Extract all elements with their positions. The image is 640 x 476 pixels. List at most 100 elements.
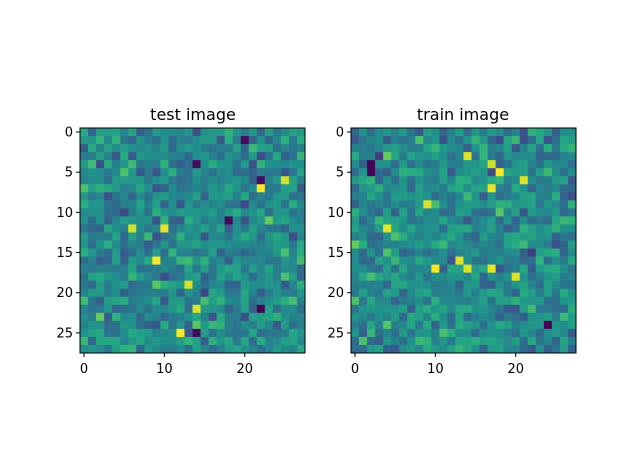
heatmap-cell bbox=[192, 152, 201, 161]
heatmap-cell bbox=[80, 144, 89, 153]
heatmap-cell bbox=[192, 312, 201, 322]
heatmap-cell bbox=[224, 264, 234, 273]
heatmap-cell bbox=[559, 248, 569, 257]
heatmap-cell bbox=[192, 288, 201, 298]
heatmap-cell bbox=[216, 320, 225, 330]
heatmap-cell bbox=[96, 280, 105, 290]
heatmap-cell bbox=[296, 272, 306, 282]
heatmap-cell bbox=[359, 208, 368, 217]
heatmap-cell bbox=[136, 304, 145, 314]
heatmap-cell bbox=[272, 304, 282, 314]
heatmap-cell bbox=[208, 232, 217, 241]
heatmap-cell bbox=[256, 144, 266, 153]
heatmap-cell bbox=[224, 128, 234, 137]
heatmap-cell bbox=[535, 200, 545, 209]
heatmap-cell bbox=[144, 344, 153, 354]
heatmap-cell bbox=[240, 272, 250, 282]
heatmap-cell bbox=[527, 296, 537, 306]
heatmap-cell bbox=[367, 224, 376, 233]
heatmap-cell bbox=[447, 232, 456, 241]
heatmap-cell bbox=[463, 216, 472, 225]
heatmap-cell bbox=[487, 200, 496, 209]
heatmap-cell bbox=[479, 328, 488, 338]
heatmap-cell bbox=[471, 216, 480, 225]
heatmap-cell bbox=[256, 192, 266, 201]
heatmap-cell bbox=[399, 192, 408, 201]
heatmap-cell bbox=[375, 248, 384, 257]
heatmap-cell bbox=[280, 312, 290, 322]
heatmap-cell bbox=[176, 176, 185, 185]
heatmap-cell bbox=[495, 136, 505, 145]
heatmap-cell bbox=[351, 136, 360, 145]
heatmap-cell bbox=[399, 216, 408, 225]
heatmap-cell bbox=[567, 192, 577, 201]
heatmap-cell bbox=[559, 232, 569, 241]
heatmap-cell bbox=[351, 160, 360, 169]
heatmap-cell bbox=[535, 256, 545, 265]
heatmap-cell bbox=[184, 264, 193, 273]
heatmap-cell bbox=[487, 328, 496, 338]
heatmap-cell bbox=[535, 224, 545, 233]
heatmap-cell bbox=[535, 168, 545, 177]
heatmap-cell bbox=[104, 304, 113, 314]
heatmap-cell bbox=[399, 248, 408, 257]
heatmap-cell bbox=[439, 168, 448, 177]
heatmap-cell bbox=[503, 232, 513, 241]
heatmap-cell bbox=[415, 128, 424, 137]
heatmap-cell bbox=[152, 216, 161, 225]
heatmap-cell bbox=[375, 176, 384, 185]
heatmap-cell bbox=[96, 312, 105, 322]
heatmap-cell bbox=[535, 288, 545, 298]
panel-title-train: train image bbox=[417, 105, 509, 124]
heatmap-cell bbox=[80, 280, 89, 290]
heatmap-cell bbox=[527, 232, 537, 241]
heatmap-cell bbox=[248, 136, 258, 145]
heatmap-cell bbox=[551, 256, 561, 265]
heatmap-cell bbox=[272, 256, 282, 265]
heatmap-cell bbox=[232, 160, 242, 169]
heatmap-cell bbox=[527, 208, 537, 217]
heatmap-cell bbox=[96, 240, 105, 249]
heatmap-cell bbox=[535, 264, 545, 273]
heatmap-cell bbox=[375, 264, 384, 273]
heatmap-cell bbox=[455, 144, 464, 153]
heatmap-cell bbox=[423, 128, 432, 137]
heatmap-cell bbox=[280, 256, 290, 265]
y-tick-label: 20 bbox=[327, 286, 344, 301]
heatmap-cell bbox=[375, 280, 384, 290]
heatmap-cell bbox=[272, 152, 282, 161]
heatmap-cell bbox=[503, 248, 513, 257]
heatmap-cell bbox=[192, 144, 201, 153]
heatmap-cell bbox=[399, 272, 408, 282]
heatmap-cell bbox=[256, 160, 266, 169]
heatmap-cell bbox=[120, 152, 129, 161]
heatmap-cell bbox=[128, 136, 137, 145]
heatmap-cell bbox=[272, 264, 282, 273]
heatmap-cell bbox=[112, 232, 121, 241]
heatmap-cell bbox=[455, 280, 464, 290]
heatmap-cell bbox=[351, 280, 360, 290]
heatmap-cell bbox=[160, 176, 169, 185]
heatmap-cell bbox=[463, 232, 472, 241]
heatmap-cell bbox=[407, 128, 416, 137]
heatmap-cell bbox=[551, 288, 561, 298]
heatmap-cell bbox=[240, 240, 250, 249]
heatmap-cell bbox=[479, 240, 488, 249]
heatmap-cell bbox=[535, 296, 545, 306]
heatmap-cell bbox=[224, 184, 234, 193]
heatmap-cell bbox=[439, 288, 448, 298]
heatmap-cell bbox=[88, 216, 97, 225]
heatmap-cell bbox=[431, 336, 440, 346]
heatmap-cell bbox=[351, 304, 360, 314]
heatmap-cell bbox=[104, 176, 113, 185]
heatmap-cell bbox=[112, 328, 121, 338]
heatmap-cell bbox=[543, 232, 553, 241]
heatmap-cell bbox=[415, 216, 424, 225]
heatmap-cell bbox=[431, 192, 440, 201]
y-tick-label: 10 bbox=[327, 206, 344, 221]
heatmap-cell bbox=[455, 240, 464, 249]
heatmap-cell bbox=[543, 296, 553, 306]
heatmap-cell bbox=[351, 312, 360, 322]
heatmap-cell bbox=[367, 288, 376, 298]
heatmap-cell bbox=[232, 280, 242, 290]
